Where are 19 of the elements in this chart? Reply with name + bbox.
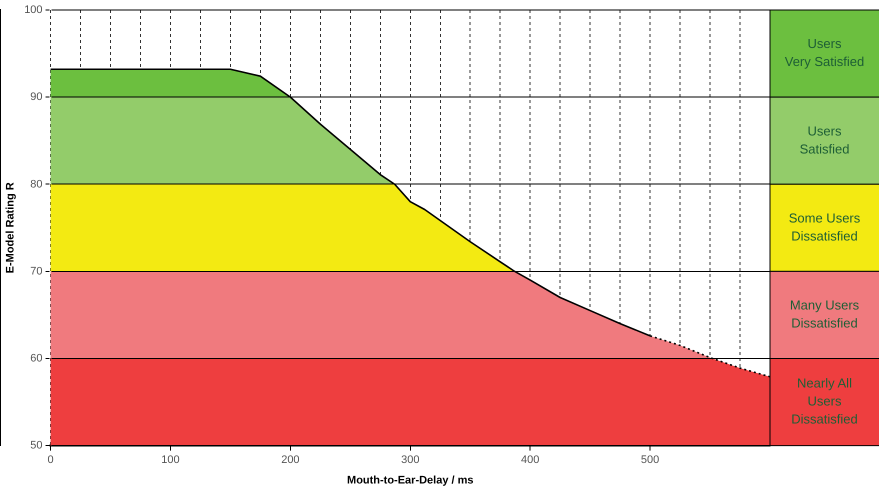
- x-tick-label: 100: [161, 454, 180, 466]
- x-axis-title: Mouth-to-Ear-Delay / ms: [347, 474, 474, 486]
- x-tick-label: 300: [401, 454, 420, 466]
- x-tick-label: 400: [521, 454, 540, 466]
- y-tick-label: 100: [24, 4, 43, 16]
- band-label: Users Very Satisfied: [784, 36, 864, 70]
- x-tick-label: 500: [640, 454, 660, 466]
- band-label: Many Users Dissatisfied: [790, 298, 860, 330]
- y-tick-label: 50: [30, 440, 43, 452]
- x-tick-label: 200: [281, 454, 300, 466]
- y-tick-label: 70: [30, 265, 43, 278]
- y-axis-title: E-Model Rating R: [4, 182, 17, 274]
- band-label: Some Users Dissatisfied: [788, 210, 861, 244]
- band-label: Users Satisfied: [800, 123, 850, 156]
- x-tick-label: 0: [47, 454, 54, 466]
- y-tick-label: 90: [30, 91, 43, 104]
- y-tick-label: 60: [30, 352, 43, 365]
- y-tick-label: 80: [30, 178, 43, 190]
- band-label: Nearly All Users Dissatisfied: [791, 376, 858, 427]
